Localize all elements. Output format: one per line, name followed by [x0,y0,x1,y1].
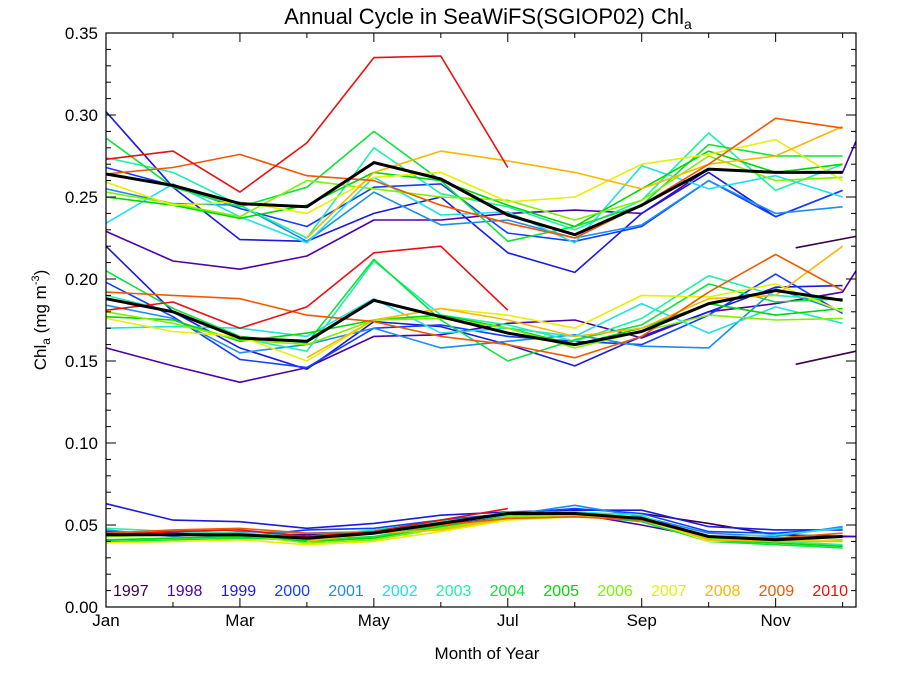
series-2010-line-0 [105,55,509,193]
series-2001-line-1 [105,287,843,354]
series-mean-line-2 [106,512,843,542]
series-1998-line-1 [105,270,857,384]
legend-item-2003: 2003 [436,583,472,600]
series-2009-line-1 [105,253,843,359]
series-2009-line-0 [105,117,843,239]
legend-item-1997: 1997 [113,583,149,600]
y-tick-label: 0.20 [65,270,98,289]
legend-item-2002: 2002 [382,583,418,600]
series-1999-line-0 [105,111,843,274]
series-2007-line-0 [105,138,844,215]
x-axis-label: Month of Year [435,644,540,663]
plot-lines [105,55,857,549]
series-2004-line-0 [105,130,843,243]
y-axis: 0.00 0.05 0.10 0.15 0.20 0.25 0.30 0.35 [65,24,856,617]
y-tick-label: 0.25 [65,188,98,207]
x-axis: Jan Mar May Jul Sep Nov [92,33,844,630]
series-mean-line-1 [105,289,843,347]
legend-item-2007: 2007 [651,583,687,600]
legend-item-2004: 2004 [490,583,526,600]
y-axis-label: Chla (mg m-3) [30,270,53,371]
series-mean-line-0 [105,161,843,237]
plot-frame [105,32,857,608]
legend-item-2009: 2009 [759,583,795,600]
chart-title: Annual Cycle in SeaWiFS(SGIOP02) Chla [284,4,692,32]
x-tick-label: Jul [497,611,519,630]
y-tick-label: 0.30 [65,106,98,125]
legend-item-2006: 2006 [597,583,633,600]
y-tick-label: 0.10 [65,434,98,453]
series-2008-line-0 [306,125,843,239]
legend-item-2000: 2000 [274,583,310,600]
x-tick-label: Jan [92,611,119,630]
legend-item-2005: 2005 [543,583,579,600]
series-1997-line-0 [795,235,857,249]
series-2010-line-2 [105,507,508,538]
y-tick-label: 0.35 [65,24,98,43]
x-tick-label: May [358,611,391,630]
series-2004-line-1 [105,258,843,362]
x-tick-label: Sep [627,611,657,630]
legend-item-1999: 1999 [221,583,257,600]
series-1997-line-1 [795,350,857,366]
series-2006-line-1 [105,311,843,349]
x-tick-label: Mar [225,611,255,630]
y-tick-label: 0.00 [65,598,98,617]
legend: 1997 1998 1999 2000 2001 2002 2003 2004 2005 2006… [113,583,848,600]
series-2002-line-1 [105,297,843,338]
legend-item-2010: 2010 [812,583,848,600]
x-tick-label: Nov [761,611,792,630]
series-2010-line-1 [105,245,509,330]
legend-item-2008: 2008 [705,583,741,600]
series-2007-line-1 [105,283,843,362]
y-tick-label: 0.15 [65,352,98,371]
series-2003-line-1 [105,260,843,353]
series-2005-line-0 [105,150,843,228]
y-tick-label: 0.05 [65,516,98,535]
series-2008-line-1 [306,245,844,359]
legend-item-1998: 1998 [167,583,203,600]
legend-item-2001: 2001 [328,583,364,600]
